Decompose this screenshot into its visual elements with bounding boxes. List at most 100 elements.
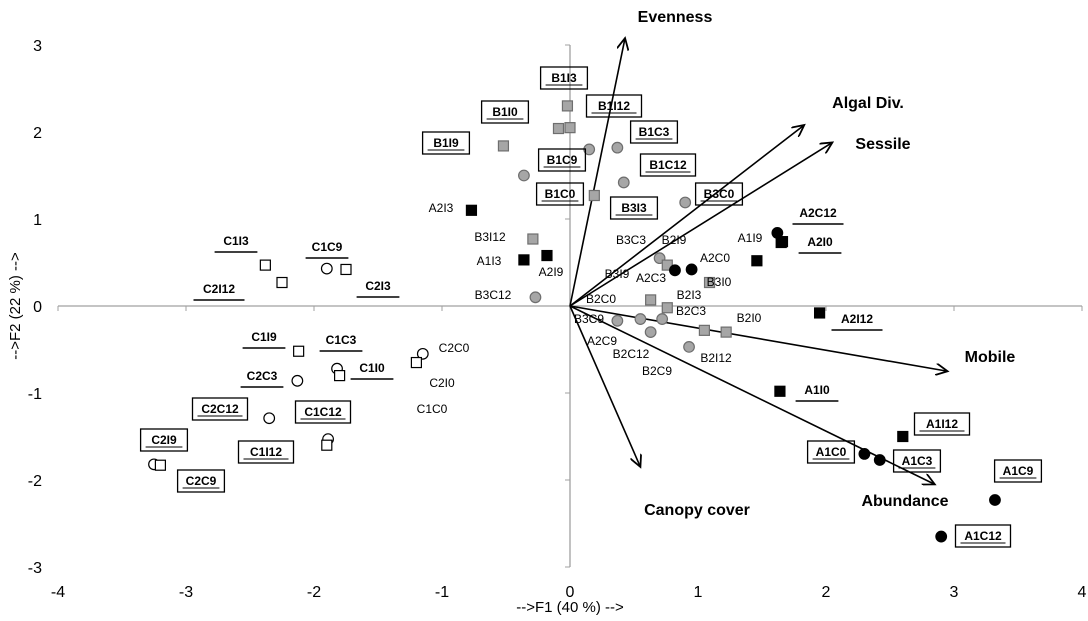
point-label-b1i9: B1I9 bbox=[433, 136, 459, 150]
point-label-b3c9: B3C9 bbox=[574, 312, 604, 326]
point-b2c0 bbox=[645, 294, 657, 306]
point-label-b3c0: B3C0 bbox=[704, 187, 735, 201]
point-label-b1i12: B1I12 bbox=[598, 99, 630, 113]
point-label-a2c12: A2C12 bbox=[799, 206, 837, 220]
point-label-b1i0: B1I0 bbox=[492, 105, 518, 119]
point-b3i12 bbox=[527, 233, 539, 245]
point-label-box bbox=[539, 66, 589, 90]
point-label-b2c12: B2C12 bbox=[613, 347, 650, 361]
point-c2c9 bbox=[154, 459, 166, 471]
point-label-c2i9: C2I9 bbox=[151, 433, 177, 447]
point-label-box bbox=[585, 94, 643, 118]
point-label-box bbox=[139, 428, 189, 452]
point-b3i3 bbox=[588, 189, 600, 202]
vector-evenness bbox=[569, 38, 625, 307]
point-b3c0 bbox=[679, 196, 692, 209]
y-tick-label: -2 bbox=[28, 473, 42, 490]
point-b3c12 bbox=[529, 291, 542, 304]
y-tick-label: 0 bbox=[33, 299, 42, 316]
vector-label-canopy-cover: Canopy cover bbox=[644, 502, 750, 519]
point-a1i12 bbox=[897, 430, 909, 443]
vector-label-evenness: Evenness bbox=[638, 9, 713, 26]
point-label-b2i9: B2I9 bbox=[662, 233, 687, 247]
vector-label-mobile: Mobile bbox=[965, 349, 1016, 366]
point-a1i3 bbox=[518, 254, 530, 266]
point-label-c1i0: C1I0 bbox=[359, 361, 385, 375]
x-tick-label: 4 bbox=[1078, 584, 1087, 601]
point-c2c12 bbox=[263, 412, 276, 425]
vector-algal-div bbox=[569, 125, 804, 307]
point-label-a2c3: A2C3 bbox=[636, 271, 666, 285]
point-b3i9 bbox=[669, 264, 681, 277]
point-label-box bbox=[535, 182, 585, 206]
loading-vectors: Evenness Algal Div. Sessile Mobile Abundance… bbox=[569, 9, 1016, 519]
point-label-a1i0: A1I0 bbox=[804, 383, 830, 397]
point-label-a1i3: A1I3 bbox=[477, 254, 502, 268]
observation-labels: B1I3 B1I0 B1I9 B1I12 B1C3 B1C9 B1C12 B1C0 B3I3 B3… bbox=[139, 66, 1043, 548]
point-a1c12 bbox=[935, 530, 948, 543]
point-label-c1c12: C1C12 bbox=[304, 405, 342, 419]
point-b1i0 bbox=[497, 140, 510, 152]
point-b1c3 bbox=[611, 141, 624, 154]
point-label-a2c0: A2C0 bbox=[700, 251, 730, 265]
point-label-a2i3: A2I3 bbox=[429, 201, 454, 215]
point-c1i9 bbox=[293, 345, 305, 357]
point-b2c12 bbox=[644, 326, 657, 339]
point-b3i0 bbox=[751, 255, 763, 267]
point-label-box bbox=[609, 196, 659, 220]
point-label-b2i12: B2I12 bbox=[700, 351, 732, 365]
point-label-a2c9: A2C9 bbox=[587, 334, 617, 348]
point-label-b3i12: B3I12 bbox=[474, 230, 506, 244]
point-label-a1i12: A1I12 bbox=[926, 417, 958, 431]
vector-label-abundance: Abundance bbox=[861, 493, 948, 510]
vector-abundance bbox=[569, 305, 935, 484]
point-a1i0 bbox=[774, 385, 786, 397]
x-tick-label: 1 bbox=[694, 584, 703, 601]
point-c2i0 bbox=[410, 356, 422, 369]
point-a2i9 bbox=[541, 249, 553, 262]
point-label-a1c9: A1C9 bbox=[1003, 464, 1034, 478]
point-label-c2c3: C2C3 bbox=[247, 369, 278, 383]
x-tick-label: -1 bbox=[435, 584, 449, 601]
point-label-box bbox=[237, 440, 295, 464]
point-label-c1i3: C1I3 bbox=[223, 234, 249, 248]
point-label-box bbox=[537, 148, 587, 172]
point-label-b1c0: B1C0 bbox=[545, 187, 576, 201]
point-a1c3 bbox=[873, 454, 886, 466]
vector-sessile bbox=[569, 142, 832, 307]
point-label-a2i12: A2I12 bbox=[841, 312, 873, 326]
point-c2c3 bbox=[291, 374, 304, 387]
point-a2c9 bbox=[634, 313, 647, 325]
point-label-b3i9: B3I9 bbox=[605, 267, 630, 281]
point-a1c0 bbox=[858, 448, 871, 460]
point-label-a1c0: A1C0 bbox=[816, 445, 847, 459]
point-label-b3i0: B3I0 bbox=[707, 275, 732, 289]
point-a1c9 bbox=[989, 494, 1001, 506]
x-axis-label: -->F1 (40 %) --> bbox=[516, 599, 624, 616]
point-label-a1c12: A1C12 bbox=[964, 529, 1002, 543]
point-c1c9 bbox=[320, 262, 333, 275]
point-label-b3c12: B3C12 bbox=[475, 288, 512, 302]
y-tick-label: -1 bbox=[28, 386, 42, 403]
point-label-box bbox=[913, 412, 971, 436]
point-a2c3 bbox=[685, 263, 698, 276]
x-tick-label: -3 bbox=[179, 584, 193, 601]
x-tick-label: -2 bbox=[307, 584, 321, 601]
point-label-box bbox=[639, 153, 697, 177]
point-b1i12 bbox=[564, 122, 576, 134]
point-b2i12 bbox=[720, 326, 732, 338]
y-tick-label: 3 bbox=[33, 38, 42, 55]
point-a2i0 bbox=[775, 236, 787, 249]
point-label-b3c3: B3C3 bbox=[616, 233, 646, 247]
point-label-c2i3: C2I3 bbox=[365, 279, 391, 293]
point-label-b1c3: B1C3 bbox=[639, 125, 670, 139]
tick-labels: -4 -3 -2 -1 0 1 2 3 4 -3 -2 -1 0 1 2 3 bbox=[28, 38, 1087, 601]
point-label-b2c3: B2C3 bbox=[676, 304, 706, 318]
point-label-c2i0: C2I0 bbox=[429, 376, 455, 390]
vector-label-algal-div: Algal Div. bbox=[832, 95, 904, 112]
point-label-box bbox=[993, 459, 1043, 483]
point-label-b2c9: B2C9 bbox=[642, 364, 672, 378]
point-label-b2i3: B2I3 bbox=[677, 288, 702, 302]
point-b1i3 bbox=[561, 100, 574, 112]
